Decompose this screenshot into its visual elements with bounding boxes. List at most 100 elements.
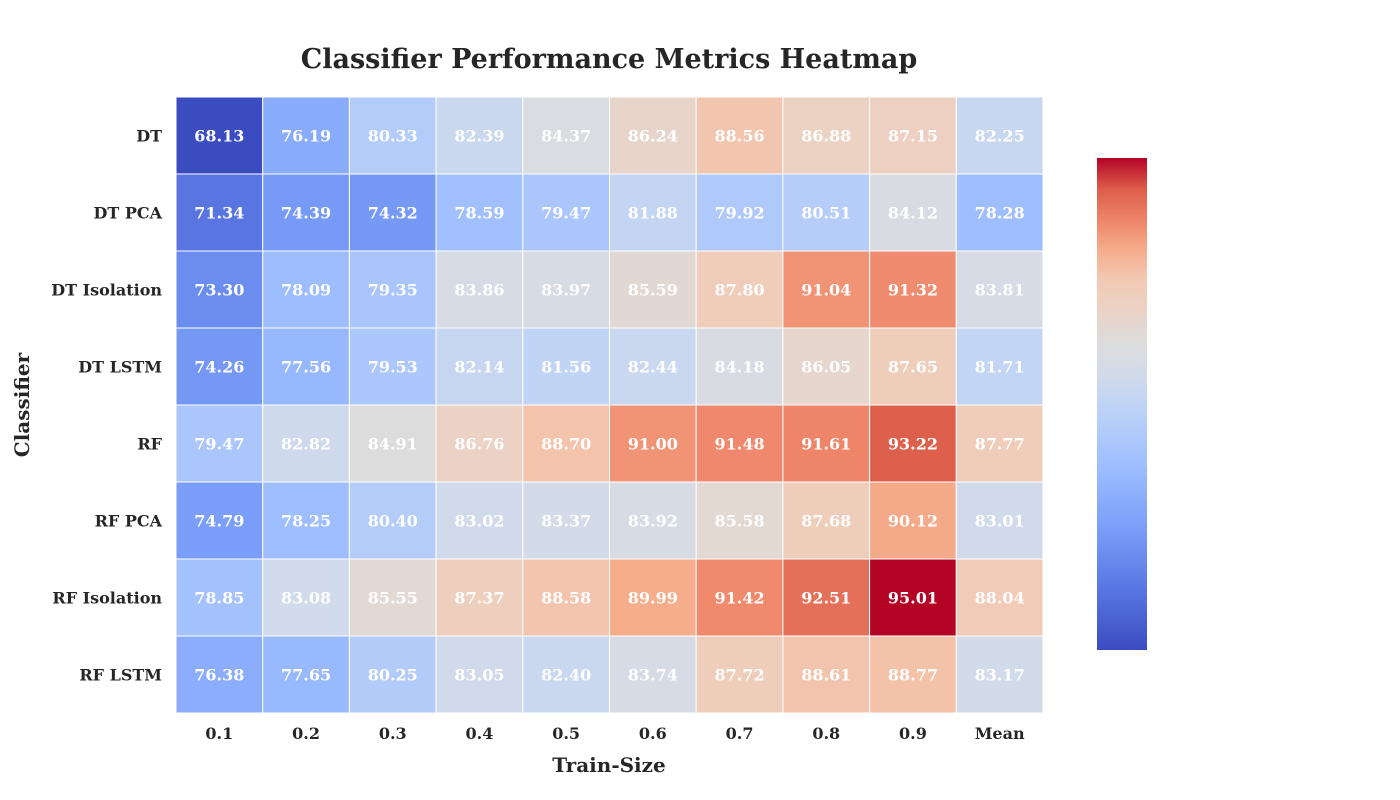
heatmap-cell <box>869 635 957 714</box>
cell-value-label: 93.22 <box>888 435 938 454</box>
cell-value-label: 83.17 <box>975 666 1025 685</box>
heatmap-cell <box>435 635 524 714</box>
cell-value-label: 86.88 <box>801 127 851 146</box>
cell-value-label: 79.35 <box>368 281 418 300</box>
cell-value-label: 73.30 <box>194 281 244 300</box>
cell-value-label: 83.05 <box>454 666 504 685</box>
cell-value-label: 80.40 <box>368 512 418 531</box>
cell-value-label: 83.97 <box>541 281 591 300</box>
heatmap-cell <box>695 250 784 329</box>
cell-value-label: 88.58 <box>541 589 591 608</box>
cell-value-label: 80.51 <box>801 204 851 223</box>
heatmap-cell <box>782 558 871 637</box>
heatmap-cell <box>522 404 610 483</box>
cell-value-label: 91.48 <box>714 435 764 454</box>
heatmap-cell <box>609 558 697 637</box>
heatmap-cell <box>869 173 957 252</box>
cell-value-label: 83.86 <box>454 281 504 300</box>
cell-value-label: 89.99 <box>628 589 678 608</box>
cell-value-label: 87.77 <box>975 435 1025 454</box>
heatmap-cells: 68.13 76.19 80.33 82.39 84.37 86.24 88.56 86.88… <box>175 96 1044 714</box>
heatmap-cell <box>782 173 871 252</box>
cell-value-label: 83.74 <box>628 666 678 685</box>
cell-value-label: 81.71 <box>975 358 1025 377</box>
x-axis-label: Train-Size <box>552 753 666 777</box>
cell-value-label: 88.61 <box>801 666 851 685</box>
cell-value-label: 81.88 <box>628 204 678 223</box>
cell-value-label: 84.12 <box>888 204 938 223</box>
y-tick-label: RF LSTM <box>79 666 162 685</box>
heatmap-cell <box>348 481 437 560</box>
cell-value-label: 87.72 <box>714 666 764 685</box>
heatmap-cell <box>609 327 697 406</box>
cell-value-label: 78.59 <box>454 204 504 223</box>
y-tick-label: DT Isolation <box>51 281 162 300</box>
heatmap-cell <box>782 250 871 329</box>
heatmap-cell <box>175 635 264 714</box>
cell-value-label: 83.08 <box>281 589 331 608</box>
heatmap-cell <box>262 250 350 329</box>
x-tick-label: 0.9 <box>899 724 927 743</box>
cell-value-label: 82.25 <box>975 127 1025 146</box>
heatmap-cell <box>955 96 1044 175</box>
heatmap-cell <box>955 404 1044 483</box>
x-tick-label: 0.3 <box>379 724 407 743</box>
heatmap-cell <box>435 173 524 252</box>
heatmap-cell <box>262 173 350 252</box>
x-tick-labels: 0.1 0.2 0.3 0.4 0.5 0.6 0.7 0.8 0.9 Mean <box>205 724 1025 743</box>
cell-value-label: 83.02 <box>454 512 504 531</box>
heatmap-cell <box>695 173 784 252</box>
cell-value-label: 79.53 <box>368 358 418 377</box>
heatmap-cell <box>348 173 437 252</box>
cell-value-label: 86.76 <box>454 435 504 454</box>
heatmap-cell <box>522 96 610 175</box>
x-tick-label: 0.1 <box>205 724 233 743</box>
cell-value-label: 83.01 <box>975 512 1025 531</box>
cell-value-label: 84.18 <box>714 358 764 377</box>
cell-value-label: 85.55 <box>368 589 418 608</box>
heatmap-cell <box>955 173 1044 252</box>
heatmap-cell <box>262 635 350 714</box>
cell-value-label: 82.40 <box>541 666 591 685</box>
cell-value-label: 80.33 <box>368 127 418 146</box>
cell-value-label: 87.68 <box>801 512 851 531</box>
cell-value-label: 79.92 <box>714 204 764 223</box>
cell-value-label: 95.01 <box>888 589 938 608</box>
cell-value-label: 91.42 <box>714 589 764 608</box>
cell-value-label: 71.34 <box>194 204 244 223</box>
y-tick-label: RF <box>137 435 162 454</box>
x-tick-label: 0.5 <box>552 724 580 743</box>
cell-value-label: 77.65 <box>281 666 331 685</box>
cell-value-label: 88.56 <box>714 127 764 146</box>
heatmap-cell <box>955 635 1044 714</box>
cell-value-label: 87.80 <box>714 281 764 300</box>
heatmap-cell <box>869 558 957 637</box>
cell-value-label: 79.47 <box>541 204 591 223</box>
heatmap-cell <box>522 635 610 714</box>
heatmap-cell <box>695 558 784 637</box>
cell-value-label: 83.92 <box>628 512 678 531</box>
cell-value-label: 91.32 <box>888 281 938 300</box>
heatmap-cell <box>869 327 957 406</box>
cell-value-label: 81.56 <box>541 358 591 377</box>
heatmap-cell <box>435 96 524 175</box>
cell-value-label: 90.12 <box>888 512 938 531</box>
chart-title: Classifier Performance Metrics Heatmap <box>301 44 918 75</box>
y-tick-label: DT PCA <box>93 204 162 223</box>
cell-value-label: 87.15 <box>888 127 938 146</box>
heatmap-cell <box>348 635 437 714</box>
x-tick-label: 0.4 <box>466 724 494 743</box>
cell-value-label: 87.37 <box>454 589 504 608</box>
heatmap-cell <box>609 635 697 714</box>
cell-value-label: 82.82 <box>281 435 331 454</box>
cell-value-label: 92.51 <box>801 589 851 608</box>
cell-value-label: 88.04 <box>975 589 1025 608</box>
x-tick-label: 0.2 <box>292 724 320 743</box>
heatmap-cell <box>695 404 784 483</box>
cell-value-label: 84.91 <box>368 435 418 454</box>
cell-value-label: 82.44 <box>628 358 678 377</box>
heatmap-cell <box>955 558 1044 637</box>
heatmap-cell <box>695 635 784 714</box>
heatmap-cell <box>869 250 957 329</box>
y-tick-labels: DT DT PCA DT Isolation DT LSTM RF RF PCA RF Is… <box>51 127 162 685</box>
